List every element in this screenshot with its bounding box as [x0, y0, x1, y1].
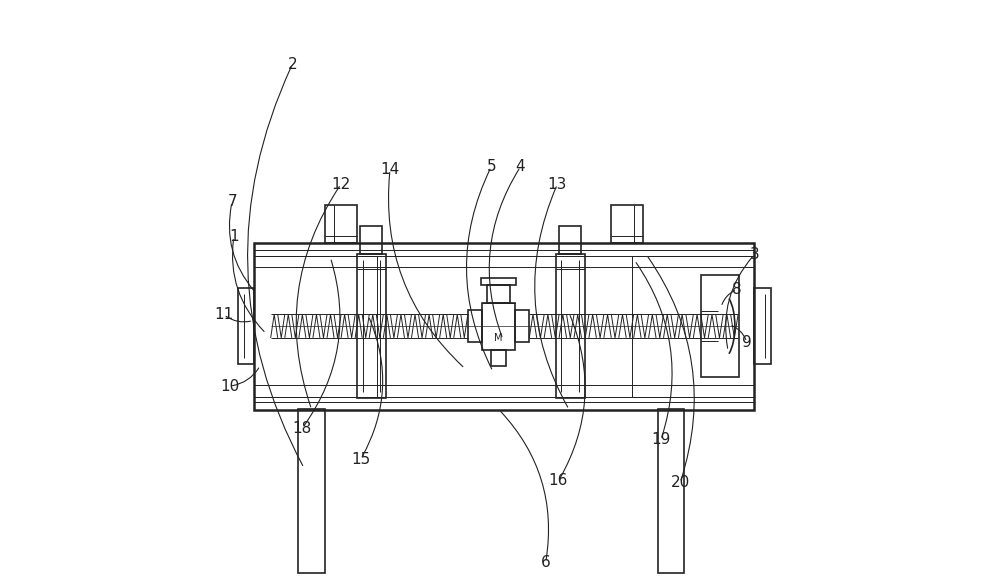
Text: 16: 16 [549, 473, 568, 488]
Text: 9: 9 [742, 335, 752, 350]
Bar [468, 310, 482, 342]
Text: 7: 7 [227, 194, 237, 209]
Text: 11: 11 [214, 307, 234, 322]
Bar [487, 285, 510, 303]
Bar [324, 205, 357, 243]
Text: 1: 1 [229, 229, 239, 245]
Bar [658, 410, 684, 573]
Text: 8: 8 [732, 282, 742, 297]
Bar [360, 226, 382, 254]
Bar [481, 277, 516, 285]
Bar [482, 302, 515, 349]
Bar [701, 275, 739, 377]
Bar [254, 243, 754, 410]
Text: 19: 19 [651, 432, 671, 448]
Bar [357, 254, 386, 398]
Bar [632, 256, 754, 397]
Text: 13: 13 [548, 177, 567, 192]
Text: 2: 2 [288, 57, 297, 72]
Text: 14: 14 [380, 162, 400, 177]
Text: 4: 4 [516, 159, 525, 174]
Text: M: M [494, 333, 503, 343]
Text: 3: 3 [750, 247, 759, 262]
Text: 18: 18 [293, 421, 312, 436]
Bar [515, 310, 529, 342]
Text: 15: 15 [351, 452, 370, 467]
Bar [254, 256, 377, 397]
Bar [611, 205, 643, 243]
Bar [754, 288, 771, 364]
Bar [298, 410, 324, 573]
Text: 10: 10 [220, 378, 239, 394]
Bar [556, 254, 585, 398]
Bar [559, 226, 581, 254]
Text: 6: 6 [541, 555, 551, 570]
Bar [491, 349, 506, 366]
Text: 5: 5 [486, 159, 496, 174]
Text: 12: 12 [331, 177, 351, 192]
Bar [238, 288, 254, 364]
Text: 20: 20 [671, 475, 690, 490]
